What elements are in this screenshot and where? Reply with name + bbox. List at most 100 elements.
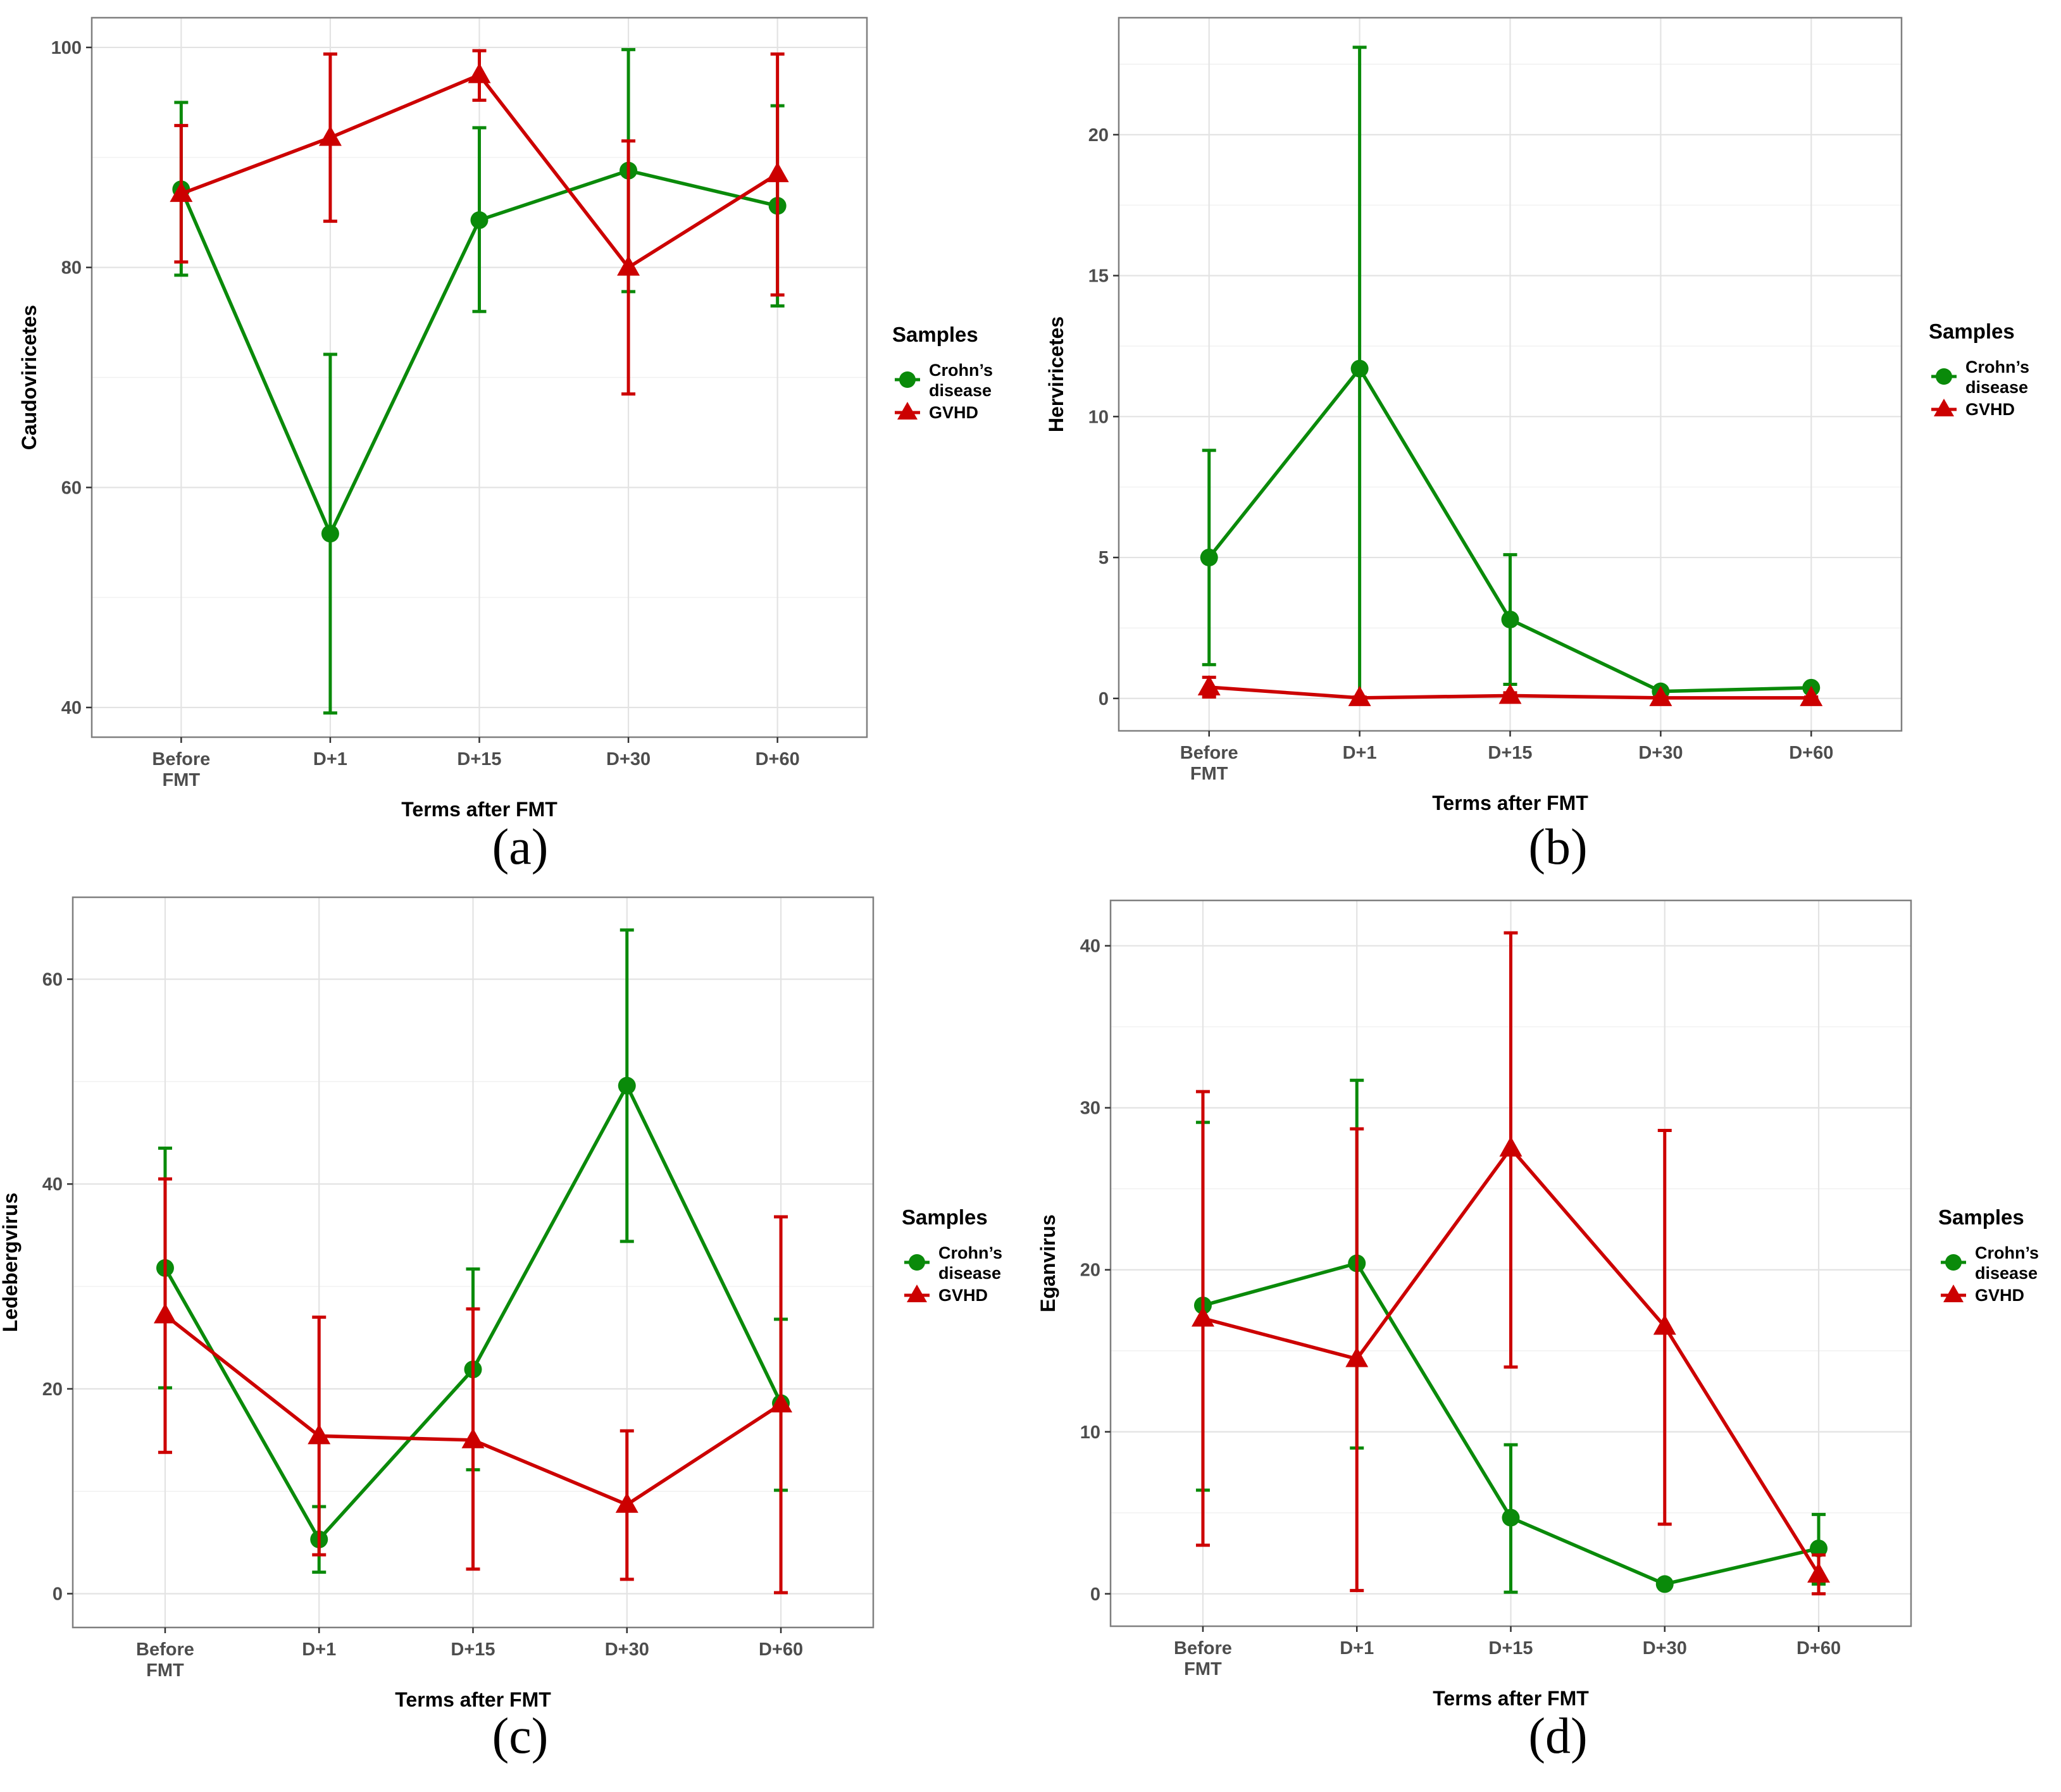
x-tick-label-line: D+30 — [606, 749, 651, 769]
x-tick-label: Before FMT — [1174, 1638, 1232, 1679]
y-tick-label: 10 — [1088, 407, 1109, 427]
panel-b: 0 5 10 15 20 Before FMT D+1 D+15 D+30 D+60 Terms af… — [1045, 16, 2029, 875]
legend-key-marker — [1943, 1285, 1964, 1302]
data-point — [1348, 685, 1371, 706]
data-point — [1197, 675, 1221, 695]
x-tick-label-line: Before — [152, 749, 210, 769]
x-tick-label-line: D+1 — [313, 749, 347, 769]
x-tick-label: D+1 — [302, 1640, 336, 1660]
legend-label: Crohn’s disease — [929, 361, 993, 400]
x-axis-title: Terms after FMT — [1432, 792, 1588, 814]
data-point — [617, 255, 640, 276]
series-gvhd — [1191, 931, 1831, 1596]
x-tick-label: D+30 — [1643, 1638, 1687, 1658]
y-tick-label: 20 — [42, 1379, 63, 1400]
legend-label-line: GVHD — [938, 1286, 988, 1305]
legend-label-line: disease — [1975, 1264, 2038, 1283]
legend-label-line: disease — [1965, 378, 2028, 397]
data-point — [461, 1428, 485, 1448]
y-tick-label: 100 — [51, 38, 82, 58]
x-tick-label-line: D+60 — [1796, 1638, 1841, 1658]
data-point — [615, 1492, 638, 1513]
y-axis-title: Ledebergvirus — [0, 1193, 22, 1333]
x-tick-label: D+60 — [1789, 743, 1833, 763]
x-tick-label: D+15 — [1488, 1638, 1533, 1658]
data-point — [769, 1392, 793, 1413]
y-tick-label: 60 — [61, 478, 82, 498]
series-gvhd — [1197, 675, 1823, 706]
x-tick-label-line: D+60 — [756, 749, 800, 769]
x-tick-label: Before FMT — [1180, 743, 1238, 784]
x-tick-label-line: D+60 — [759, 1640, 803, 1660]
x-tick-label-line: Before — [1174, 1638, 1232, 1658]
legend-label: GVHD — [938, 1286, 988, 1305]
series-gvhd — [170, 49, 789, 396]
legend: Samples Crohn’s disease GVHD — [1929, 320, 2029, 419]
y-tick-label: 80 — [61, 258, 82, 278]
y-tick-label: 5 — [1099, 548, 1109, 568]
x-tick-label-line: D+15 — [451, 1640, 495, 1660]
y-axis-title: Herviricetes — [1045, 316, 1068, 432]
legend-label-line: disease — [929, 381, 992, 400]
legend-label-line: Crohn’s — [1965, 358, 2029, 376]
legend-label-line: Crohn’s — [929, 361, 993, 380]
legend-label-line: GVHD — [929, 403, 978, 422]
legend-label: Crohn’s disease — [938, 1243, 1002, 1283]
legend-label-line: GVHD — [1975, 1286, 2024, 1305]
y-tick-label: 0 — [1090, 1584, 1100, 1605]
legend-label-line: Crohn’s — [1975, 1243, 2039, 1262]
x-tick-label: Before FMT — [136, 1640, 194, 1681]
x-tick-label-line: D+15 — [457, 749, 501, 769]
x-tick-label-line: D+1 — [302, 1640, 336, 1660]
panel-label: (c) — [492, 1708, 549, 1764]
data-point — [470, 211, 489, 229]
data-point — [308, 1424, 331, 1445]
data-point — [1499, 1136, 1522, 1157]
data-point — [321, 525, 339, 543]
y-tick-label: 0 — [1099, 689, 1109, 709]
x-tick-label-line: FMT — [1190, 764, 1228, 784]
x-tick-label: D+60 — [759, 1640, 803, 1660]
x-tick-label-line: D+1 — [1343, 743, 1377, 763]
data-point — [618, 1076, 636, 1095]
x-tick-label-line: D+30 — [605, 1640, 649, 1660]
legend-label: Crohn’s disease — [1975, 1243, 2039, 1283]
x-tick-label-line: Before — [136, 1640, 194, 1660]
legend-title: Samples — [1929, 320, 2015, 343]
x-tick-label: D+30 — [1638, 743, 1683, 763]
data-point — [1345, 1347, 1369, 1367]
panel-label: (a) — [492, 819, 549, 875]
y-tick-label: 20 — [1080, 1260, 1100, 1281]
y-tick-label: 40 — [61, 698, 82, 718]
data-point — [766, 161, 789, 182]
legend: Samples Crohn’s disease GVHD — [1938, 1205, 2039, 1305]
legend-label: GVHD — [929, 403, 978, 422]
x-tick-label: D+1 — [313, 749, 347, 769]
data-point — [1810, 1540, 1828, 1558]
series-crohns-disease — [1200, 46, 1821, 700]
x-tick-label-line: FMT — [1184, 1659, 1222, 1679]
x-axis-title: Terms after FMT — [1433, 1687, 1589, 1710]
data-point — [1655, 1575, 1674, 1593]
panel-label: (d) — [1528, 1708, 1587, 1764]
x-tick-label: D+30 — [606, 749, 651, 769]
legend-label-line: Crohn’s — [938, 1243, 1002, 1262]
legend-key-marker — [1936, 368, 1952, 385]
x-tick-label-line: D+15 — [1488, 1638, 1533, 1658]
panel-a: 40 60 80 100 Before FMT D+1 D+15 D+30 D+60 Terms a… — [18, 16, 993, 875]
x-tick-label: D+30 — [605, 1640, 649, 1660]
x-tick-label-line: FMT — [146, 1660, 184, 1681]
panel-d: 0 10 20 30 40 Before FMT D+1 D+15 D+30 D+60 Terms a… — [1037, 899, 2039, 1764]
legend-label: Crohn’s disease — [1965, 358, 2029, 397]
series-gvhd — [153, 1177, 793, 1595]
legend-key-marker — [907, 1285, 927, 1302]
legend-label-line: disease — [938, 1264, 1001, 1283]
legend-key-marker — [899, 371, 916, 388]
x-tick-label: D+1 — [1343, 743, 1377, 763]
x-tick-label: D+60 — [756, 749, 800, 769]
panel-c: 0 20 40 60 Before FMT D+1 D+15 D+30 D+60 Terms aft… — [0, 896, 1002, 1764]
x-tick-label: Before FMT — [152, 749, 210, 790]
y-tick-label: 30 — [1080, 1098, 1100, 1119]
y-tick-label: 60 — [42, 969, 63, 990]
